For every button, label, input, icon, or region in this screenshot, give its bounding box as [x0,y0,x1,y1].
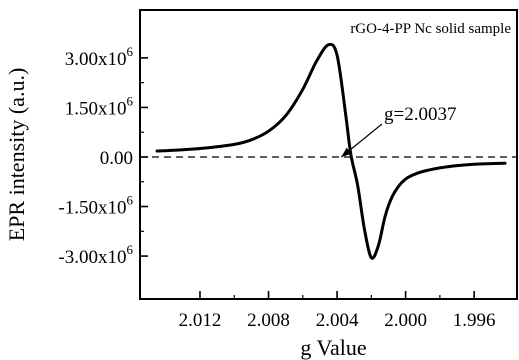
x-axis-title: g Value [300,335,366,360]
y-tick-label: 3.00x106 [65,44,134,70]
y-tick-label: 1.50x106 [65,93,134,119]
y-tick-label: -3.00x106 [58,242,133,268]
y-tick-label: 0.00 [100,148,133,169]
x-tick-label: 2.008 [247,310,290,331]
y-tick-label: -1.50x106 [58,193,133,219]
x-tick-label: 2.000 [384,310,427,331]
y-tick-labels: 3.00x106 1.50x106 0.00 -1.50x106 -3.00x106 [58,44,133,268]
g-value-arrowhead [341,147,352,157]
epr-signal-line [155,42,507,260]
x-tick-label: 1.996 [453,310,496,331]
x-tick-label: 2.004 [316,310,359,331]
y-axis-title: EPR intensity (a.u.) [4,68,29,242]
x-axis-ticks [199,291,475,299]
x-tick-label: 2.012 [179,310,222,331]
plot-frame [139,9,518,300]
sample-annotation: rGO-4-PP Nc solid sample [350,21,511,37]
g-value-annotation: g=2.0037 [384,104,456,125]
x-tick-labels: 2.012 2.008 2.004 2.000 1.996 [179,310,496,331]
